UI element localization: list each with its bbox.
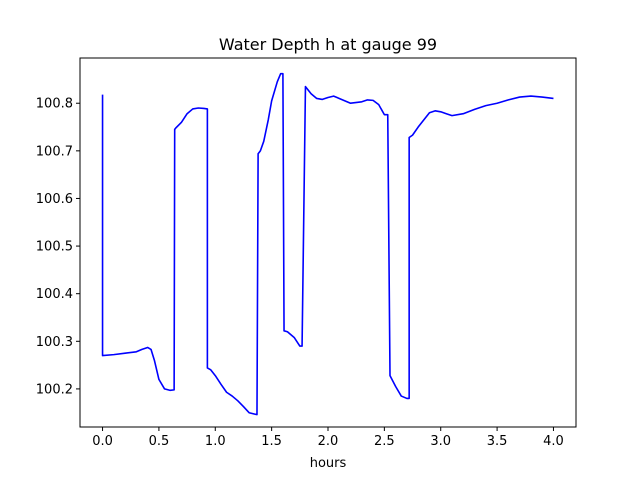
series-line-0 (101, 72, 554, 416)
x-axis-ticks: 0.0 0.5 1.0 1.5 2.0 2.5 3.0 3.5 4.0 (92, 427, 564, 449)
x-axis-label: hours (310, 456, 347, 471)
y-tick-label: 100.4 (36, 287, 73, 302)
x-tick-label: 3.5 (487, 434, 508, 449)
y-axis-ticks: 100.2 100.3 100.4 100.5 100.6 100.7 100.8 (36, 97, 80, 397)
chart-title: Water Depth h at gauge 99 (219, 35, 437, 54)
x-tick-label: 1.0 (205, 434, 226, 449)
x-tick-label: 2.0 (318, 434, 339, 449)
x-tick-label: 0.5 (149, 434, 170, 449)
y-tick-label: 100.7 (36, 144, 73, 159)
x-tick-label: 4.0 (543, 434, 564, 449)
y-tick-label: 100.6 (36, 192, 73, 207)
plot-area (101, 72, 554, 416)
x-tick-label: 0.0 (92, 434, 113, 449)
x-tick-label: 3.0 (430, 434, 451, 449)
y-tick-label: 100.3 (36, 335, 73, 350)
x-tick-label: 1.5 (261, 434, 282, 449)
y-tick-label: 100.8 (36, 97, 73, 112)
y-tick-label: 100.5 (36, 240, 73, 255)
y-tick-label: 100.2 (36, 382, 73, 397)
x-tick-label: 2.5 (374, 434, 395, 449)
plot-frame (79, 57, 577, 428)
